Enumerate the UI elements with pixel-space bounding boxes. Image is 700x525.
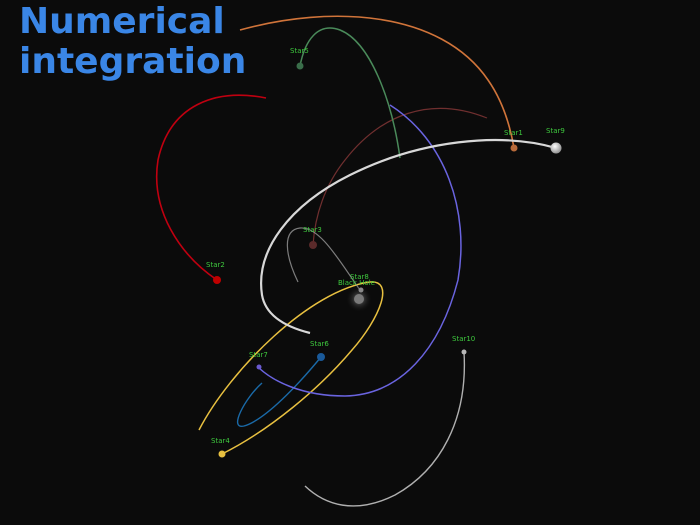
- star3-orbit: [312, 107, 488, 246]
- star8-label: Star8: [350, 273, 369, 281]
- star4-orbit: [198, 281, 384, 455]
- star2-orbit: [156, 94, 267, 281]
- star2: Star2: [206, 261, 225, 284]
- page-title: Numerical integration: [19, 2, 246, 82]
- star4-body: [218, 450, 226, 458]
- star10-body: [461, 349, 467, 355]
- star3: Star3: [303, 226, 322, 249]
- star6: Star6: [310, 340, 329, 361]
- title-line-2: integration: [19, 41, 247, 82]
- star7: Star7: [249, 351, 268, 370]
- star5-label: Star5: [290, 47, 309, 55]
- star5-orbit: [299, 27, 401, 159]
- star2-body: [213, 276, 221, 284]
- star10: Star10: [452, 335, 475, 355]
- star5-body: [296, 62, 304, 70]
- star1: Star1: [504, 129, 523, 152]
- star6-orbit: [237, 356, 322, 427]
- star6-body: [317, 353, 325, 361]
- star4-label: Star4: [211, 437, 230, 445]
- black-hole-label: Black Hole: [338, 279, 375, 287]
- star8-orbit: [286, 227, 361, 291]
- star7-body: [256, 364, 262, 370]
- star9: Star9: [546, 127, 565, 154]
- star8-body: [358, 287, 364, 293]
- star7-label: Star7: [249, 351, 268, 359]
- star7-orbit: [258, 104, 462, 397]
- star3-body: [309, 241, 317, 249]
- star4: Star4: [211, 437, 230, 458]
- star9-body: [550, 142, 562, 154]
- star5: Star5: [290, 47, 309, 70]
- star1-orbit: [239, 15, 515, 149]
- star10-orbit: [304, 351, 466, 507]
- star10-label: Star10: [452, 335, 475, 343]
- star1-body: [510, 144, 518, 152]
- title-line-1: Numerical: [19, 1, 225, 42]
- star6-label: Star6: [310, 340, 329, 348]
- star2-label: Star2: [206, 261, 225, 269]
- star1-label: Star1: [504, 129, 523, 137]
- star3-label: Star3: [303, 226, 322, 234]
- star9-label: Star9: [546, 127, 565, 135]
- black-hole: [354, 294, 364, 304]
- star8: Star8: [350, 273, 369, 293]
- star9-orbit: [260, 139, 557, 335]
